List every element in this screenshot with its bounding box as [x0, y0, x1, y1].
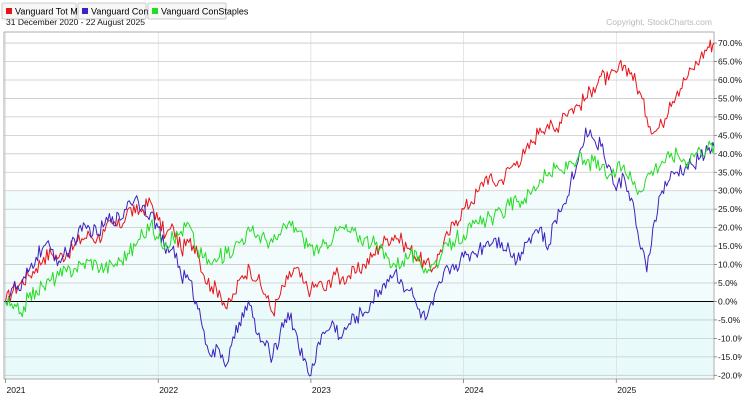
y-tick-label: 50.0%	[718, 112, 742, 122]
y-tick-label: 30.0%	[718, 186, 742, 196]
plot-border	[3, 31, 715, 380]
x-tick-label: 2023	[312, 385, 331, 395]
legend-label: Vanguard ConStaples	[161, 7, 249, 17]
x-tick-label: 2024	[465, 385, 484, 395]
y-tick-label: 35.0%	[718, 167, 742, 177]
legend-label: Vanguard ConDisc	[91, 7, 166, 17]
copyright-note: Copyright, StockCharts.com	[606, 17, 712, 27]
x-tick-label: 2022	[159, 385, 178, 395]
chart-subtitle: 31 December 2020 - 22 August 2025	[6, 17, 145, 27]
y-tick-label: 60.0%	[718, 75, 742, 85]
y-tick-label: 20.0%	[718, 223, 742, 233]
legend-swatch	[6, 8, 12, 14]
legend-swatch	[152, 8, 158, 14]
y-tick-label: 65.0%	[718, 57, 742, 67]
legend-item-box	[1, 2, 77, 20]
y-tick-label: -5.0%	[718, 315, 741, 325]
series-line-1	[5, 39, 715, 317]
y-tick-label: 40.0%	[718, 149, 742, 159]
legend-label: Vanguard Tot Market	[15, 7, 98, 17]
series-line-2	[5, 127, 715, 377]
series-line-3	[5, 140, 715, 318]
y-tick-label: 70.0%	[718, 38, 742, 48]
y-tick-label: 25.0%	[718, 204, 742, 214]
y-tick-label: -10.0%	[718, 333, 742, 343]
legend-item-box	[147, 2, 227, 20]
y-tick-label: 45.0%	[718, 130, 742, 140]
y-tick-label: -20.0%	[718, 370, 742, 380]
y-tick-label: 10.0%	[718, 260, 742, 270]
legend-swatch	[82, 8, 88, 14]
y-tick-label: 5.0%	[718, 278, 738, 288]
x-tick-label: 2025	[617, 385, 636, 395]
x-tick-label: 2021	[7, 385, 26, 395]
y-tick-label: 55.0%	[718, 93, 742, 103]
y-tick-label: -15.0%	[718, 352, 742, 362]
y-tick-label: 15.0%	[718, 241, 742, 251]
y-tick-label: 0.0%	[718, 296, 738, 306]
legend-item-box	[77, 2, 147, 20]
